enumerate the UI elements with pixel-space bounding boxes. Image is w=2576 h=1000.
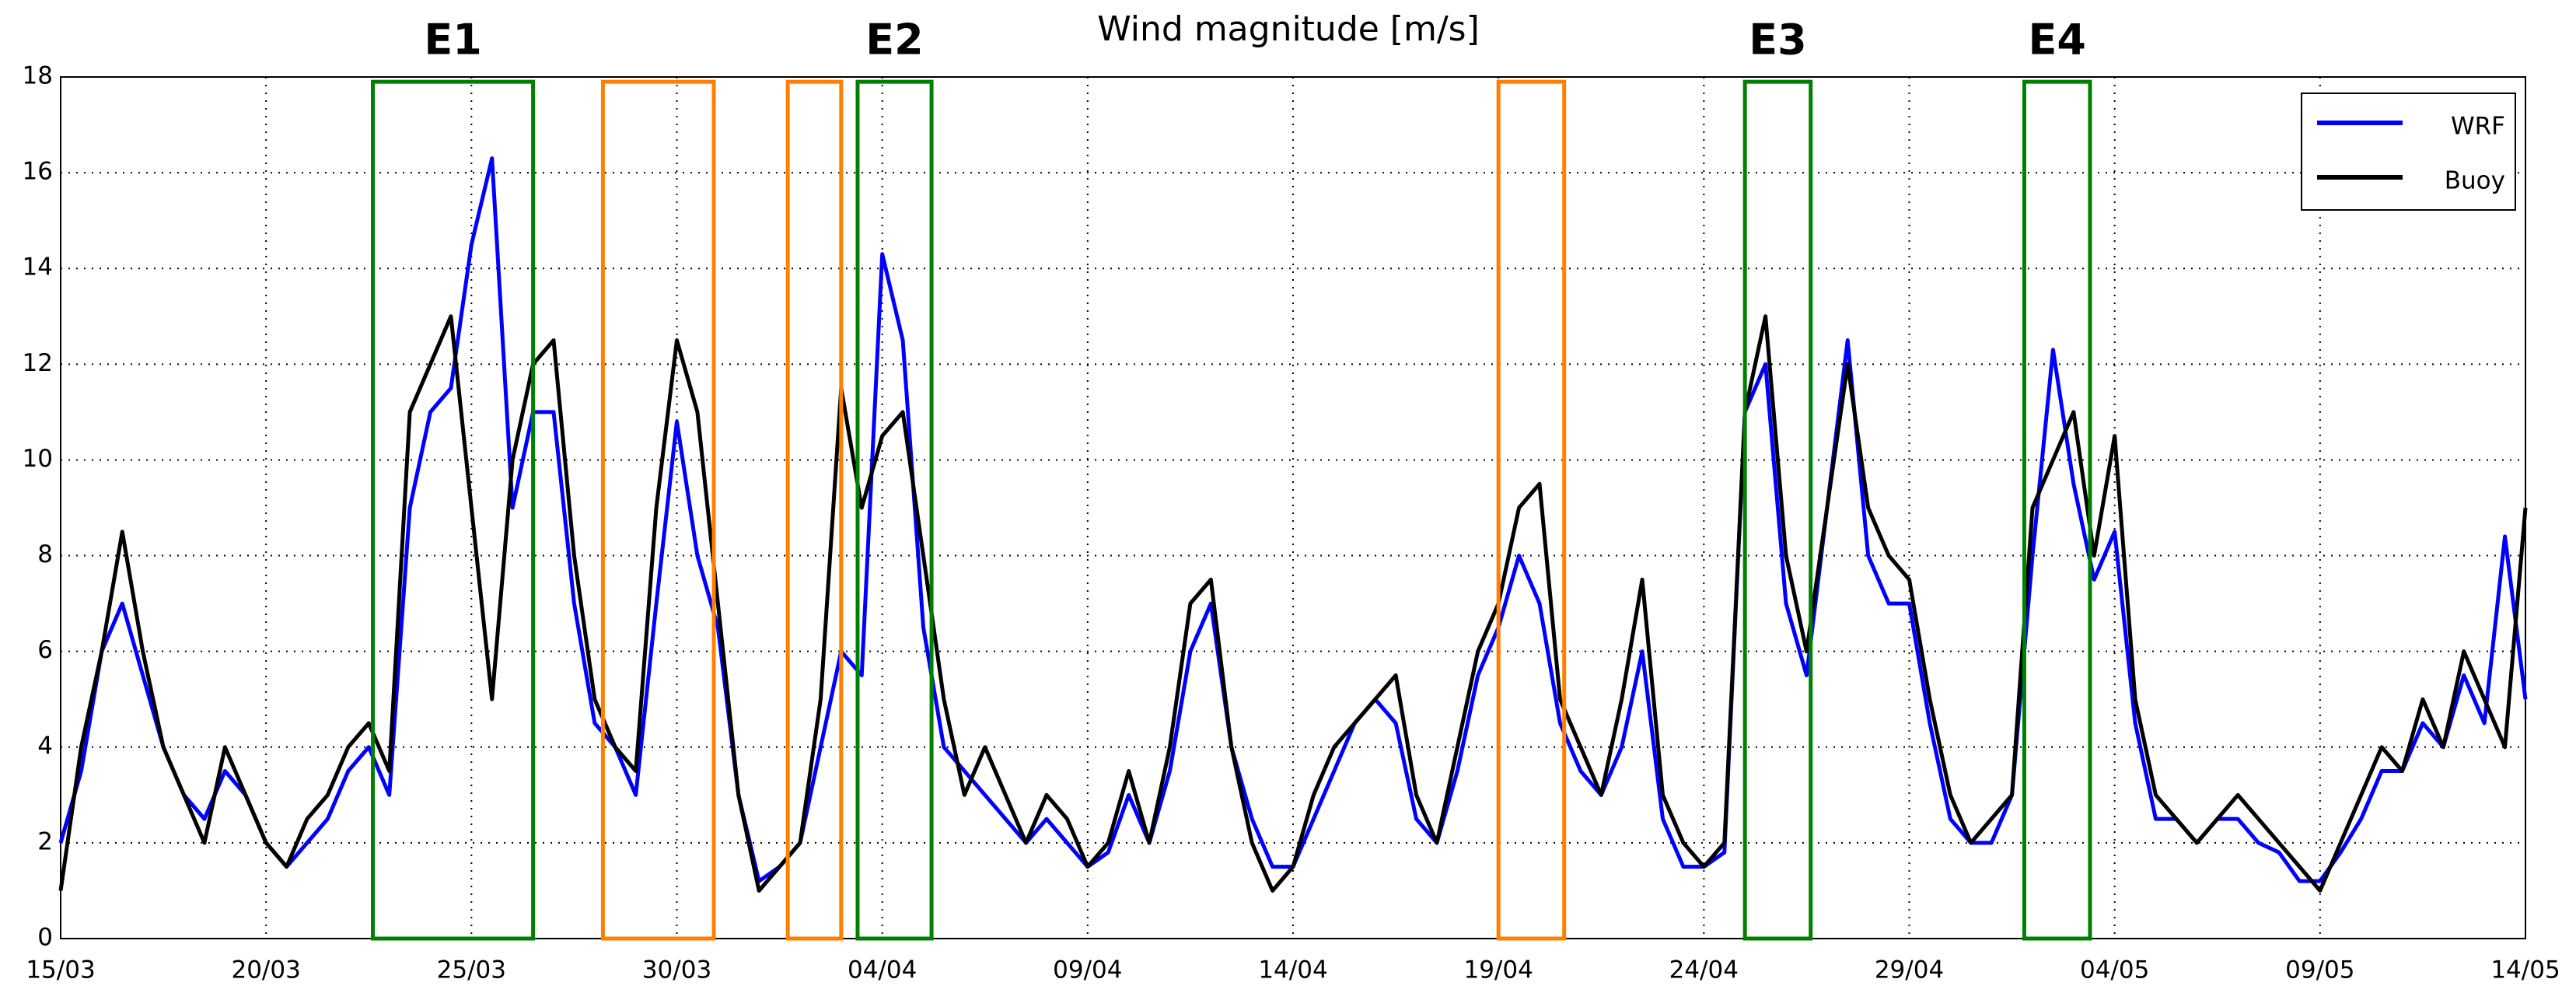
chart-title: Wind magnitude [m/s] <box>1097 9 1480 49</box>
y-tick-label: 8 <box>37 540 53 568</box>
event-box <box>2022 79 2092 941</box>
x-tick-label: 25/03 <box>437 956 506 984</box>
event-label: E2 <box>865 16 923 65</box>
y-tick-label: 6 <box>37 636 53 664</box>
y-tick-label: 16 <box>23 158 53 186</box>
legend-box <box>2301 93 2516 211</box>
series-line <box>58 156 2528 883</box>
y-tick-label: 0 <box>37 924 53 952</box>
event-box <box>1742 79 1813 941</box>
event-box <box>600 79 716 941</box>
legend-label: WRF <box>2451 113 2505 141</box>
x-tick-label: 09/04 <box>1053 956 1122 984</box>
event-box <box>371 79 536 941</box>
y-tick-label: 10 <box>23 445 53 473</box>
x-tick-label: 04/05 <box>2080 956 2149 984</box>
x-tick-label: 24/04 <box>1669 956 1739 984</box>
series-line <box>58 314 2528 893</box>
legend-label: Buoy <box>2445 167 2505 195</box>
event-box <box>785 79 844 941</box>
y-tick-label: 12 <box>23 349 53 377</box>
y-tick-label: 4 <box>37 732 53 760</box>
x-tick-label: 04/04 <box>848 956 917 984</box>
event-box <box>855 79 934 941</box>
x-tick-label: 14/04 <box>1258 956 1327 984</box>
x-tick-label: 15/03 <box>26 956 95 984</box>
x-tick-label: 09/05 <box>2285 956 2354 984</box>
x-tick-label: 14/05 <box>2490 956 2560 984</box>
event-label: E3 <box>1749 16 1806 65</box>
x-tick-label: 19/04 <box>1463 956 1533 984</box>
event-label: E4 <box>2028 16 2085 65</box>
event-box <box>1496 79 1567 941</box>
event-label: E1 <box>424 16 481 65</box>
x-tick-label: 20/03 <box>231 956 300 984</box>
y-tick-label: 18 <box>23 62 53 90</box>
x-tick-label: 29/04 <box>1875 956 1944 984</box>
x-tick-label: 30/03 <box>642 956 711 984</box>
y-tick-label: 14 <box>23 253 53 281</box>
y-tick-label: 2 <box>37 827 53 855</box>
